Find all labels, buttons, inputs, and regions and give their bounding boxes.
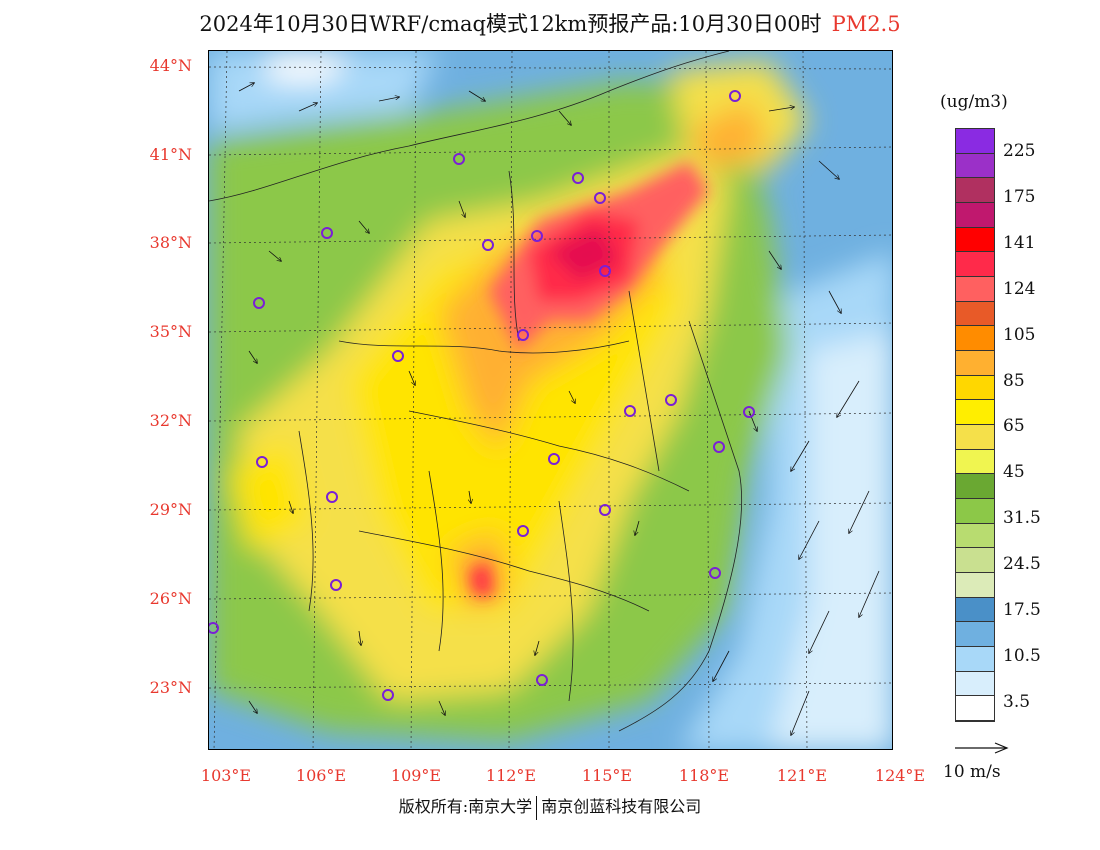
colorbar-segment xyxy=(956,671,994,697)
boundaries xyxy=(209,51,742,732)
legend-label-31-5: 31.5 xyxy=(1003,508,1041,528)
legend-label-17-5: 17.5 xyxy=(1003,600,1041,620)
legend-label-105: 105 xyxy=(1003,325,1036,345)
colorbar-segment xyxy=(956,696,994,721)
map-canvas xyxy=(209,51,892,749)
lon-label-106e: 106°E xyxy=(295,766,347,785)
lon-label-112e: 112°E xyxy=(485,766,537,785)
colorbar-segment xyxy=(956,474,994,499)
copyright-left: 版权所有:南京大学 xyxy=(398,797,533,816)
colorbar-segment xyxy=(956,129,994,154)
legend-label-225: 225 xyxy=(1003,141,1036,161)
lat-label-26n: 26°N xyxy=(149,589,192,608)
colorbar-segment xyxy=(956,301,994,327)
legend-label-141: 141 xyxy=(1003,233,1036,253)
legend-label-10-5: 10.5 xyxy=(1003,646,1041,666)
colorbar-segment xyxy=(956,252,994,277)
city-markers xyxy=(209,90,755,701)
lat-label-32n: 32°N xyxy=(149,411,192,430)
colorbar-segment xyxy=(956,400,994,425)
legend-label-175: 175 xyxy=(1003,187,1036,207)
legend-label-45: 45 xyxy=(1003,462,1025,482)
colorbar-segment xyxy=(956,573,994,598)
colorbar-segment xyxy=(956,351,994,376)
lon-label-124e: 124°E xyxy=(874,766,926,785)
colorbar-segment xyxy=(956,449,994,475)
lon-label-103e: 103°E xyxy=(200,766,252,785)
colorbar-segment xyxy=(956,326,994,351)
lat-label-41n: 41°N xyxy=(149,145,192,164)
map-title: 2024年10月30日WRF/cmaq模式12km预报产品:10月30日00时 P… xyxy=(0,8,1100,38)
lon-label-109e: 109°E xyxy=(390,766,442,785)
lat-label-38n: 38°N xyxy=(149,233,192,252)
colorbar-segment xyxy=(956,425,994,450)
colorbar-segment xyxy=(956,548,994,573)
copyright: 版权所有:南京大学 南京创蓝科技有限公司 xyxy=(0,793,1100,820)
colorbar-segment xyxy=(956,647,994,672)
vector-key-arrow-icon xyxy=(955,742,1009,754)
pm25-concentration-map xyxy=(208,50,893,750)
colorbar-segment xyxy=(956,375,994,401)
colorbar-segment xyxy=(956,277,994,302)
wind-vectors xyxy=(238,83,880,735)
title-main: 2024年10月30日WRF/cmaq模式12km预报产品:10月30日00时 xyxy=(199,12,822,36)
colorbar-segment xyxy=(956,153,994,179)
vector-key-label: 10 m/s xyxy=(943,762,1001,782)
title-pollutant: PM2.5 xyxy=(831,12,901,36)
legend-unit: (ug/m3) xyxy=(940,92,1008,112)
lon-label-121e: 121°E xyxy=(776,766,828,785)
legend-label-85: 85 xyxy=(1003,371,1025,391)
lat-label-35n: 35°N xyxy=(149,322,192,341)
colorbar-segment xyxy=(956,499,994,524)
copyright-separator xyxy=(536,795,538,820)
legend-label-24-5: 24.5 xyxy=(1003,554,1041,574)
colorbar-segment xyxy=(956,523,994,549)
colorbar-segment xyxy=(956,178,994,203)
graticule xyxy=(209,51,892,749)
colorbar-segment xyxy=(956,203,994,228)
legend-label-65: 65 xyxy=(1003,416,1025,436)
lat-label-29n: 29°N xyxy=(149,500,192,519)
colorbar-segment xyxy=(956,597,994,623)
lon-label-115e: 115°E xyxy=(581,766,633,785)
lat-label-44n: 44°N xyxy=(149,56,192,75)
colorbar-segment xyxy=(956,227,994,253)
copyright-right: 南京创蓝科技有限公司 xyxy=(541,797,702,816)
lon-label-118e: 118°E xyxy=(678,766,730,785)
legend-label-124: 124 xyxy=(1003,279,1036,299)
legend-colorbar xyxy=(955,128,995,722)
legend-label-3-5: 3.5 xyxy=(1003,692,1031,712)
colorbar-segment xyxy=(956,622,994,647)
lat-label-23n: 23°N xyxy=(149,678,192,697)
